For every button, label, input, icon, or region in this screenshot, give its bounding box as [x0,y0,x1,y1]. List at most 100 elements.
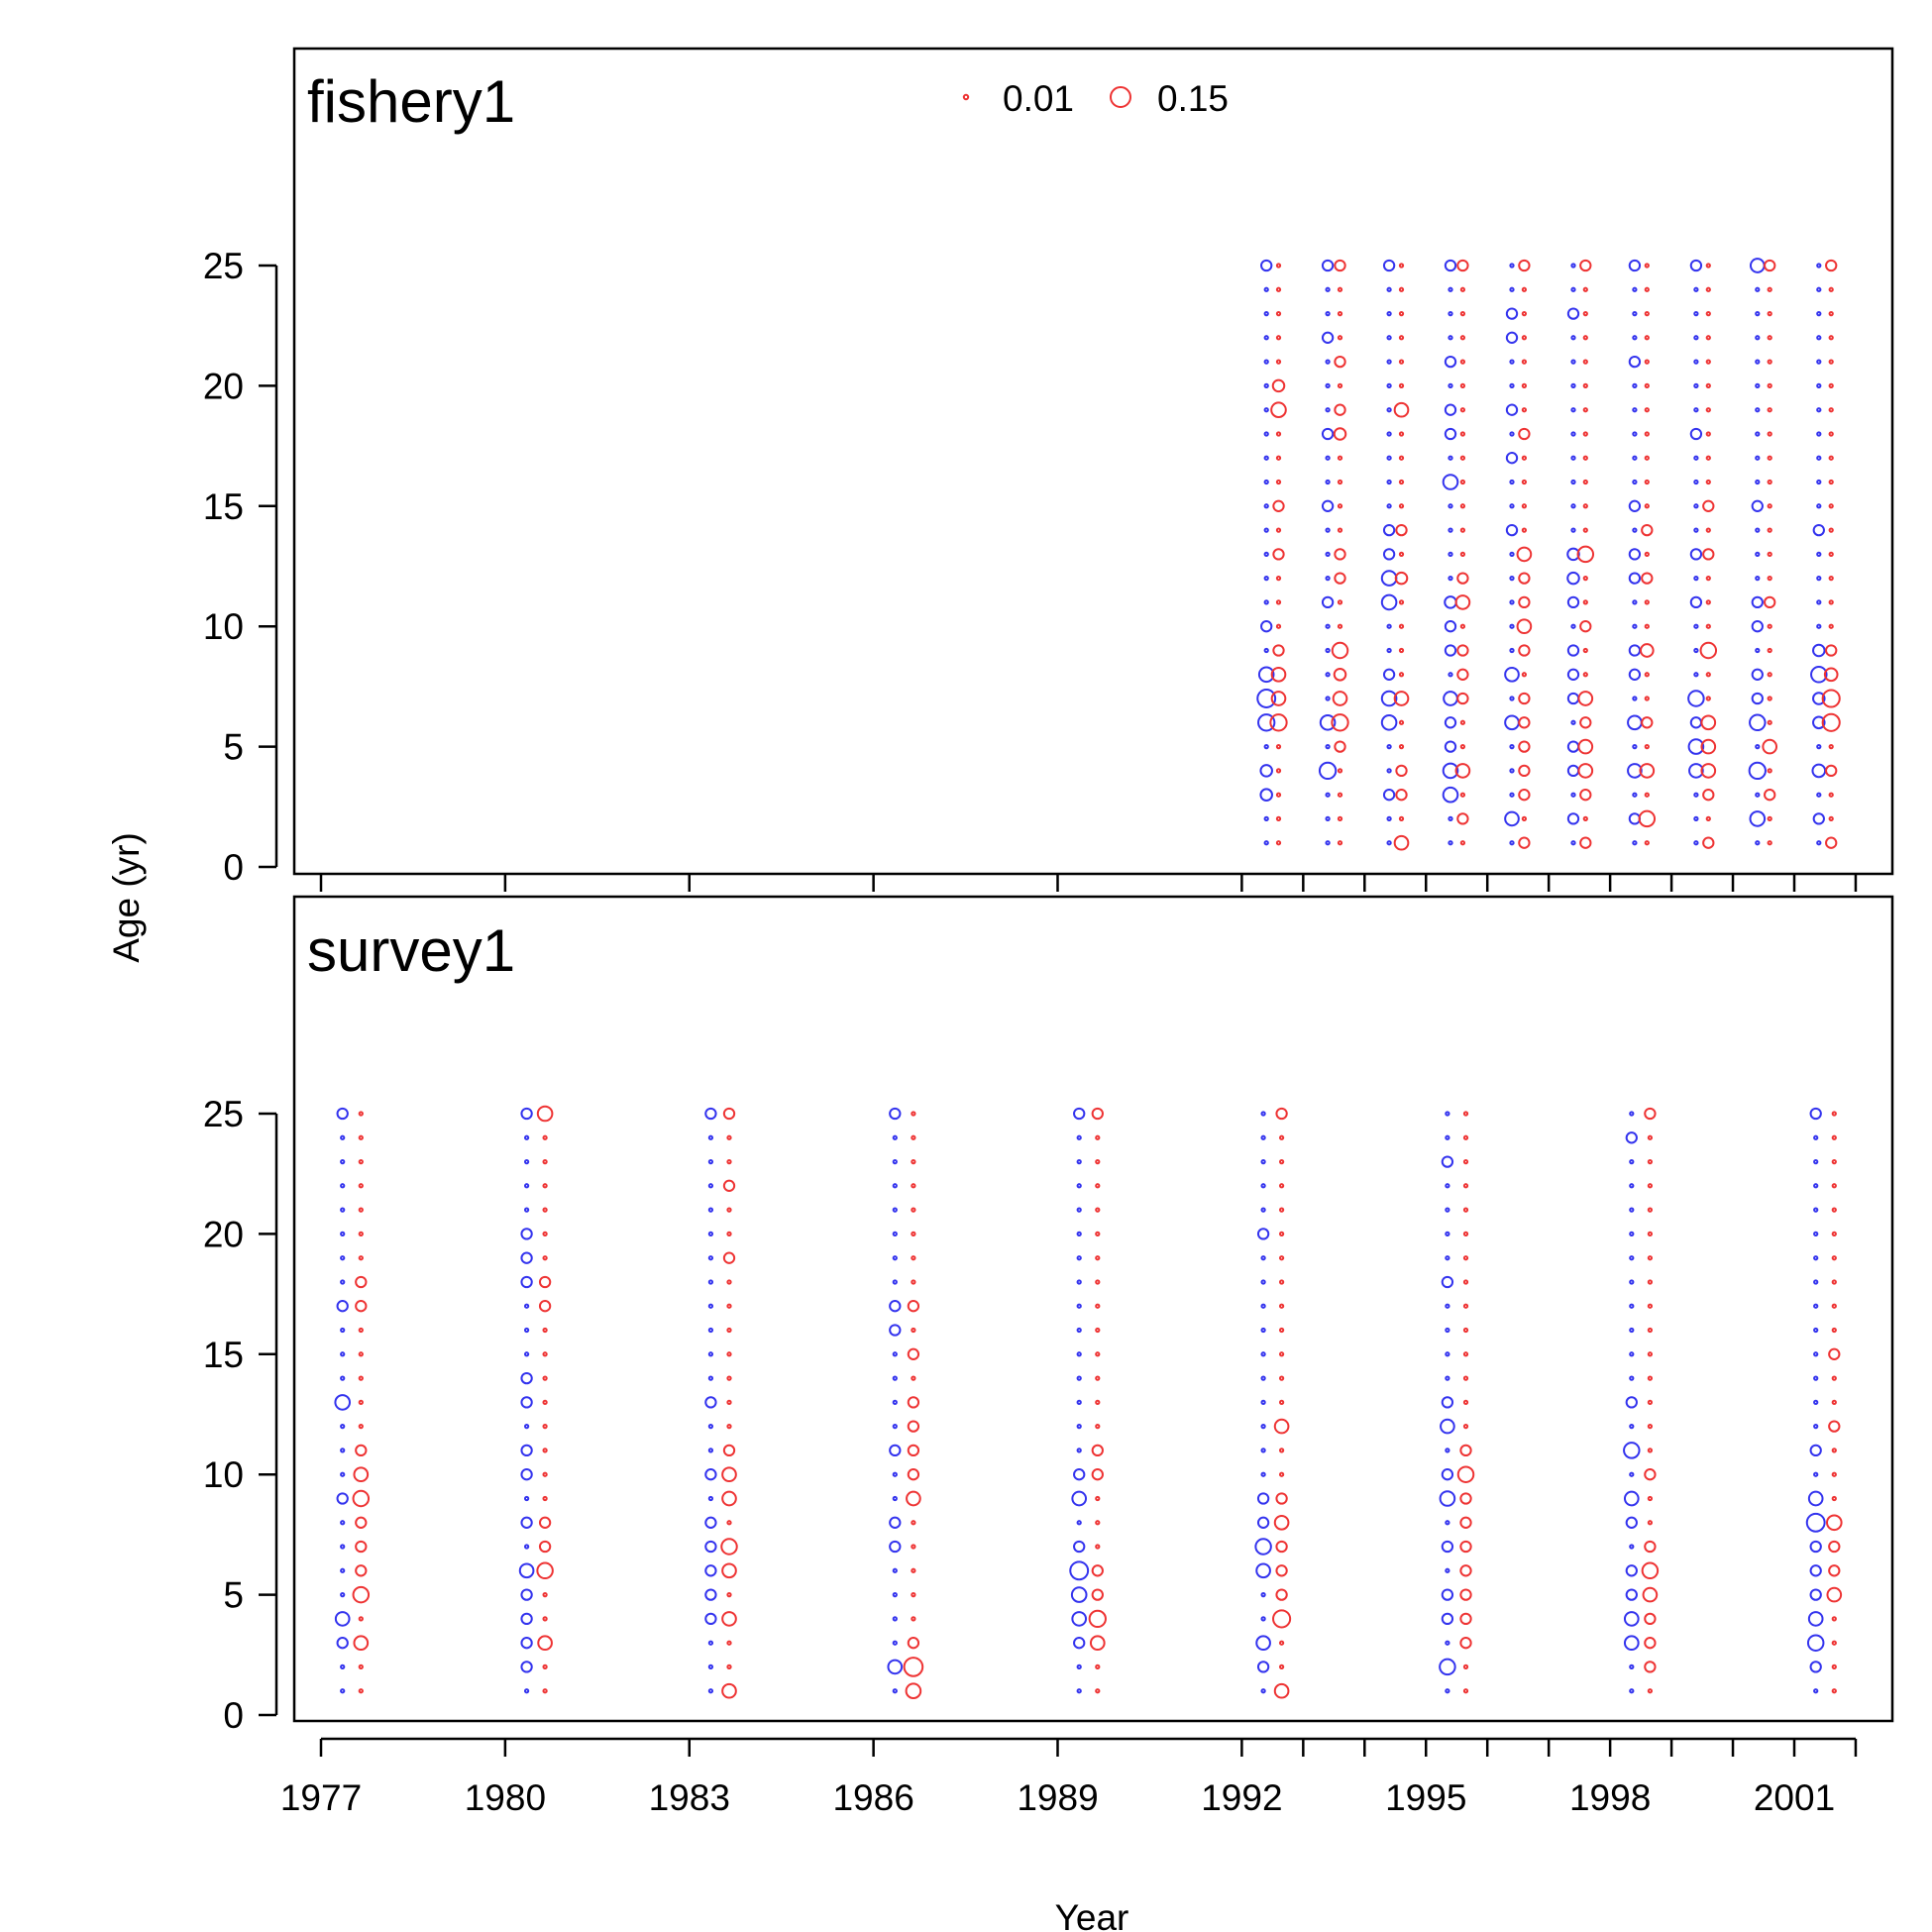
bubble-point [1828,407,1834,413]
bubble-point [1700,738,1717,755]
bubble-point [1644,479,1650,485]
bubble-point [1509,599,1515,605]
bubble-point [1751,499,1764,512]
bubble-point [1628,259,1642,272]
bubble-point [1095,1399,1101,1406]
bubble-point [726,1664,732,1670]
bubble-point [520,1396,533,1409]
bubble-point [1767,527,1772,533]
bubble-point [1095,1207,1101,1213]
bubble-point [1516,618,1533,635]
bubble-point [1764,789,1776,802]
y-tick-label: 5 [223,1575,244,1616]
bubble-point [1275,815,1282,822]
bubble-point [1445,1640,1450,1646]
bubble-point [1095,1231,1101,1237]
bubble-point [1644,335,1650,341]
bubble-point [1516,546,1533,563]
bubble-point [1069,1560,1090,1581]
bubble-point [340,1520,346,1526]
bubble-point [1278,1303,1285,1309]
bubble-point [1755,840,1761,846]
bubble-point [523,1351,530,1357]
bubble-point [1260,259,1273,272]
bubble-point [1632,696,1638,701]
bubble-point [1337,286,1343,292]
bubble-point [1263,407,1269,413]
bubble-point [707,1279,714,1285]
bubble-point [726,1399,732,1406]
bubble-point [336,1107,349,1121]
bubble-point [1582,335,1588,341]
bubble-point [1444,644,1457,657]
bubble-point [538,1275,552,1289]
bubble-point [1518,644,1531,657]
bubble-point [1647,1375,1654,1381]
bubble-point [1579,836,1592,849]
bubble-point [1705,455,1711,461]
bubble-point [340,1664,346,1670]
bubble-point [1767,310,1772,317]
bubble-point [1693,407,1699,413]
bubble-point [707,1495,714,1502]
bubble-point [707,1231,714,1237]
bubble-point [1570,527,1576,533]
bubble-point [1831,1399,1837,1406]
bubble-point [1505,523,1519,537]
bubble-point [1828,599,1834,605]
bubble-point [1398,503,1405,509]
bubble-point [1687,738,1705,755]
bubble-point [1813,1688,1819,1694]
bubble-point [1644,503,1650,509]
bubble-point [1398,455,1405,461]
bubble-point [1398,672,1405,678]
bubble-point [1764,259,1776,272]
bubble-point [1566,571,1580,586]
bubble-point [1632,623,1638,629]
bubble-point [1448,503,1453,509]
bubble-point [340,1688,346,1694]
bubble-point [1393,834,1410,851]
bubble-point [1644,310,1650,317]
bubble-point [1073,1540,1086,1554]
bubble-point [1755,455,1761,461]
bubble-point [1505,331,1519,344]
bubble-point [892,1423,898,1430]
bubble-point [1705,407,1711,413]
bubble-point [907,1637,920,1650]
bubble-point [1462,1351,1469,1357]
bubble-point [911,1111,916,1117]
bubble-point [1337,840,1343,846]
bubble-point [334,1394,352,1411]
bubble-point [1579,259,1592,272]
bubble-point [1380,570,1398,587]
bubble-point [1582,575,1588,582]
bubble-point [1755,743,1761,750]
bubble-point [1398,719,1405,725]
bubble-point [1831,1207,1837,1213]
bubble-point [1260,1207,1266,1213]
bubble-point [523,1327,530,1334]
bubble-point [1625,1588,1638,1601]
bubble-point [1254,1538,1272,1556]
bubble-point [1331,641,1349,660]
bubble-point [1398,382,1405,389]
x-tick-label: 1998 [1569,1777,1651,1818]
bubble-point [1445,1303,1450,1309]
bubble-point [1518,572,1531,585]
bubble-point [1263,335,1269,341]
bubble-point [1073,1468,1086,1481]
bubble-point [1398,359,1405,365]
bubble-point [1445,1351,1450,1357]
bubble-point [1275,310,1282,317]
bubble-point [1647,1448,1654,1453]
bubble-point [1813,1399,1819,1406]
bubble-point [1263,575,1269,582]
bubble-point [889,1107,902,1121]
bubble-point [340,1134,346,1140]
bubble-point [1582,286,1588,292]
bubble-point [1755,792,1761,798]
bubble-point [1813,1471,1819,1477]
bubble-point [1816,599,1822,605]
bubble-point [1577,691,1594,706]
